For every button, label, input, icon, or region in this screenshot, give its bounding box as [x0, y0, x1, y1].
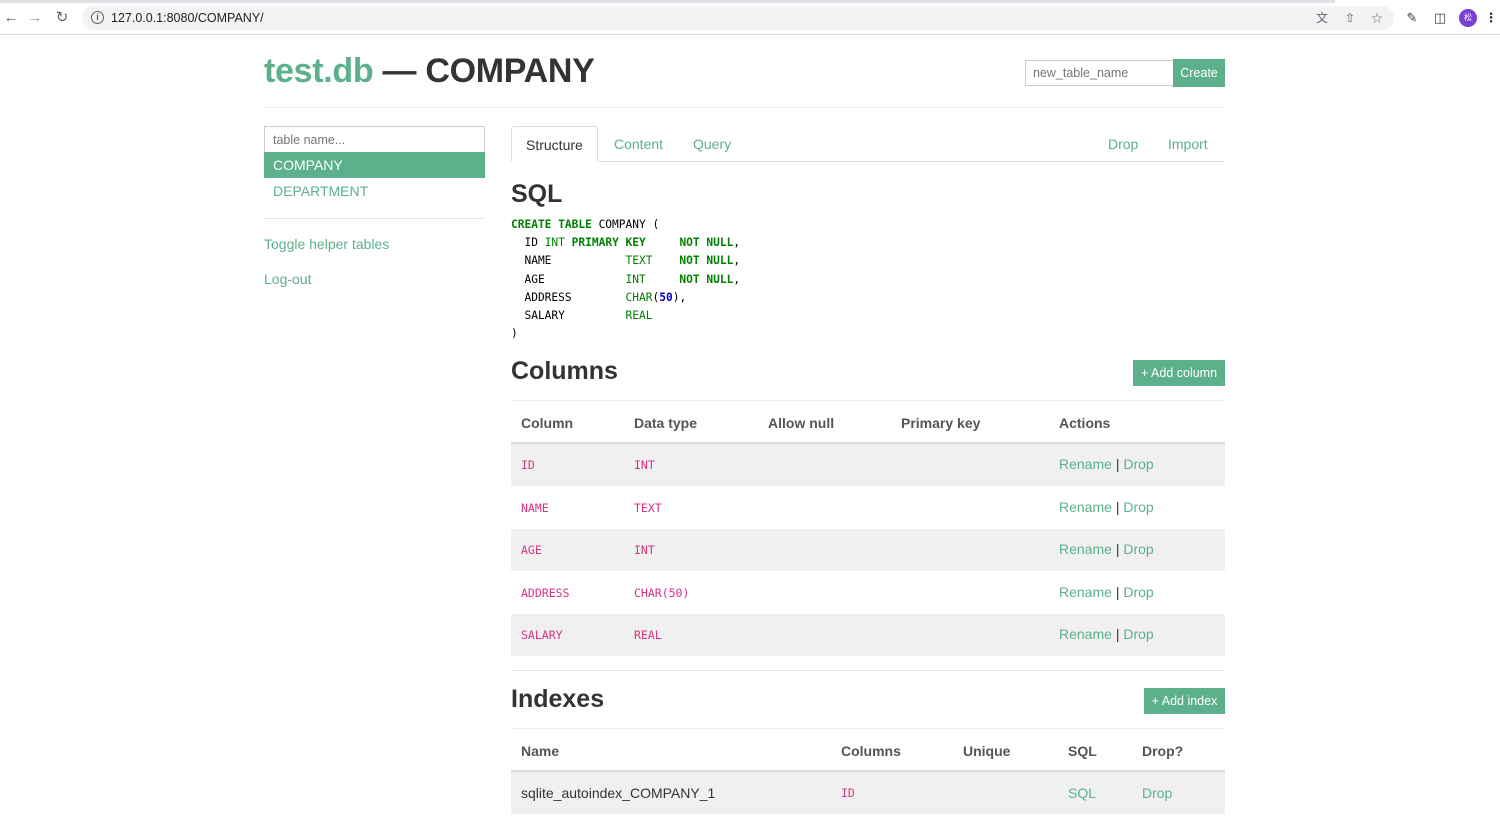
sidebar-item-department[interactable]: DEPARTMENT [273, 183, 369, 199]
action-separator: | [1115, 541, 1120, 557]
drop-column-link[interactable]: Drop [1123, 456, 1154, 472]
table-row: SALARY REAL Rename | Drop [511, 614, 1225, 656]
indexes-heading: Indexes [511, 685, 605, 713]
section-divider [511, 670, 1225, 671]
column-name: SALARY [521, 628, 563, 642]
column-type: TEXT [634, 501, 662, 515]
index-header-unique: Unique [963, 743, 1011, 759]
table-row: ID INT Rename | Drop [511, 444, 1225, 486]
indexes-table-top-rule [511, 728, 1225, 729]
column-header-primary-key: Primary key [901, 415, 981, 431]
rename-column-link[interactable]: Rename [1059, 456, 1112, 472]
rename-column-link[interactable]: Rename [1059, 499, 1112, 515]
columns-header-rule [511, 442, 1225, 444]
indexes-header-rule [511, 770, 1225, 772]
column-name: ID [521, 458, 535, 472]
table-search-input[interactable] [264, 126, 485, 153]
column-type: CHAR(50) [634, 586, 690, 600]
star-icon[interactable]: ☆ [1370, 10, 1384, 26]
toggle-helper-tables-link[interactable]: Toggle helper tables [264, 236, 390, 252]
sidebar-divider [264, 218, 485, 219]
avatar[interactable]: 松 [1459, 9, 1477, 27]
rename-column-link[interactable]: Rename [1059, 626, 1112, 642]
header-divider [264, 107, 1225, 108]
add-index-button[interactable]: + Add index [1144, 688, 1225, 714]
extensions-icon[interactable]: ✎ [1406, 10, 1418, 25]
row-actions: Rename | Drop [1059, 584, 1154, 600]
forward-arrow-icon[interactable]: → [27, 9, 43, 26]
drop-column-link[interactable]: Drop [1123, 626, 1154, 642]
info-icon[interactable]: i [91, 11, 104, 24]
side-panel-icon[interactable]: ◫ [1433, 10, 1447, 25]
tab-drop[interactable]: Drop [1108, 136, 1139, 152]
action-separator: | [1115, 499, 1120, 515]
share-icon[interactable]: ⇧ [1344, 11, 1356, 25]
tab-content[interactable]: Content [614, 136, 664, 152]
index-header-sql: SQL [1068, 743, 1097, 759]
column-header-data-type: Data type [634, 415, 698, 431]
column-name: AGE [521, 543, 542, 557]
index-header-name: Name [521, 743, 560, 759]
translate-icon[interactable]: 文 [1315, 11, 1328, 25]
rename-column-link[interactable]: Rename [1059, 541, 1112, 557]
title-separator: — [382, 52, 417, 90]
back-arrow-icon[interactable]: ← [3, 9, 19, 26]
columns-table-top-rule [511, 400, 1225, 401]
index-header-columns: Columns [841, 743, 901, 759]
url-text[interactable]: 127.0.0.1:8080/COMPANY/ [111, 11, 264, 25]
tab-structure[interactable]: Structure [511, 126, 598, 162]
menu-icon[interactable]: ⋮ [1484, 10, 1498, 25]
sql-heading: SQL [511, 180, 563, 208]
tab-import[interactable]: Import [1168, 136, 1208, 152]
index-sql-link[interactable]: SQL [1068, 785, 1097, 801]
drop-index-link[interactable]: Drop [1142, 785, 1173, 801]
action-separator: | [1115, 456, 1120, 472]
column-header-column: Column [521, 415, 574, 431]
tab-query[interactable]: Query [693, 136, 732, 152]
column-name: ADDRESS [521, 586, 570, 600]
drop-column-link[interactable]: Drop [1123, 541, 1154, 557]
sql-statement: CREATE TABLE COMPANY ( ID INT PRIMARY KE… [511, 218, 741, 341]
index-columns: ID [841, 786, 855, 800]
new-table-name-input[interactable] [1025, 60, 1174, 86]
index-name: sqlite_autoindex_COMPANY_1 [521, 785, 716, 801]
row-actions: Rename | Drop [1059, 499, 1154, 515]
drop-column-link[interactable]: Drop [1123, 499, 1154, 515]
column-name: NAME [521, 501, 549, 515]
tab-strip-edge [0, 0, 1335, 3]
add-column-button[interactable]: + Add column [1133, 360, 1225, 386]
table-row: NAME TEXT Rename | Drop [511, 487, 1225, 529]
table-row: ADDRESS CHAR(50) Rename | Drop [511, 572, 1225, 614]
browser-toolbar: ← → ↻ i 127.0.0.1:8080/COMPANY/ 文 ⇧ ☆ ✎ … [0, 0, 1500, 35]
table-row: AGE INT Rename | Drop [511, 529, 1225, 571]
columns-heading: Columns [511, 357, 618, 385]
rename-column-link[interactable]: Rename [1059, 584, 1112, 600]
create-table-button[interactable]: Create [1173, 59, 1225, 87]
logout-link[interactable]: Log-out [264, 271, 312, 287]
sidebar-item-company[interactable]: COMPANY [264, 152, 485, 178]
column-type: INT [634, 458, 655, 472]
column-header-allow-null: Allow null [768, 415, 835, 431]
reload-icon[interactable]: ↻ [55, 9, 69, 26]
page-title: test.db — COMPANY [264, 52, 595, 91]
column-header-actions: Actions [1059, 415, 1111, 431]
row-actions: Rename | Drop [1059, 456, 1154, 472]
row-actions: Rename | Drop [1059, 541, 1154, 557]
tabs-divider [511, 161, 1225, 162]
address-bar[interactable]: i 127.0.0.1:8080/COMPANY/ 文 ⇧ ☆ [82, 6, 1394, 30]
index-header-drop: Drop? [1142, 743, 1184, 759]
database-link[interactable]: test.db [264, 52, 374, 90]
table-title: COMPANY [425, 52, 595, 90]
table-row: sqlite_autoindex_COMPANY_1 ID SQL Drop [511, 772, 1225, 814]
action-separator: | [1115, 626, 1120, 642]
column-type: REAL [634, 628, 662, 642]
action-separator: | [1115, 584, 1120, 600]
column-type: INT [634, 543, 655, 557]
row-actions: Rename | Drop [1059, 626, 1154, 642]
drop-column-link[interactable]: Drop [1123, 584, 1154, 600]
